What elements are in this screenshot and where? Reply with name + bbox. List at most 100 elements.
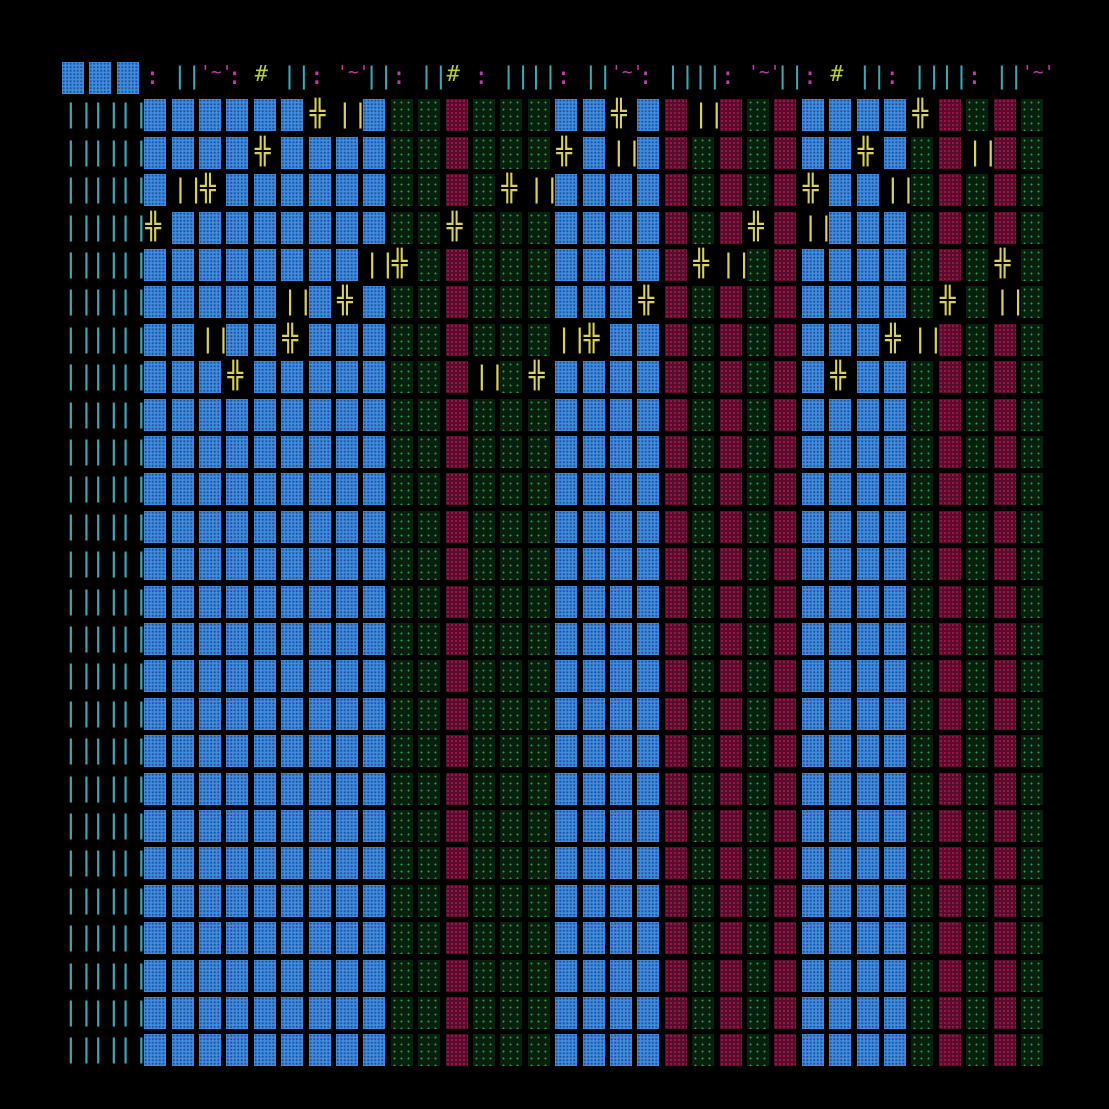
green-block — [527, 136, 550, 169]
blue-block — [336, 548, 358, 581]
blue-block — [363, 1034, 386, 1067]
blue-block — [582, 99, 605, 132]
blue-block — [363, 623, 386, 655]
bar-glyph: || — [611, 136, 643, 167]
blue-block — [610, 323, 632, 356]
blue-block — [253, 623, 276, 655]
green-block — [966, 735, 989, 768]
maroon-block — [938, 174, 961, 207]
green-block — [747, 174, 769, 207]
rail-glyph: || — [117, 436, 150, 466]
maroon-block — [719, 623, 742, 655]
blue-block — [226, 1034, 249, 1067]
blue-block — [171, 623, 194, 655]
maroon-block — [938, 510, 961, 543]
blue-block — [226, 510, 249, 543]
maroon-block — [664, 697, 687, 730]
blue-block — [171, 847, 194, 880]
maroon-block — [938, 772, 961, 805]
blue-block — [884, 697, 906, 730]
maroon-block — [664, 398, 687, 431]
blue-block — [582, 884, 605, 917]
green-block — [747, 884, 769, 917]
blue-block — [116, 62, 139, 94]
blue-block — [253, 211, 276, 244]
cross-glyph: ╬ — [885, 323, 901, 354]
rail-glyph: || — [63, 847, 95, 878]
blue-block — [582, 772, 605, 805]
blue-block — [829, 211, 852, 244]
blue-block — [253, 660, 276, 693]
blue-block — [336, 847, 358, 880]
green-block — [418, 772, 441, 805]
green-block — [500, 398, 523, 431]
maroon-block — [664, 473, 687, 506]
maroon-block — [774, 99, 797, 132]
blue-block — [884, 772, 906, 805]
blue-block — [281, 735, 304, 768]
green-block — [692, 361, 715, 394]
green-block — [418, 436, 441, 468]
rail-glyph: || — [528, 62, 558, 90]
rail-glyph: || — [63, 922, 95, 953]
blue-block — [363, 847, 386, 880]
tilde-face-glyph: '~' — [200, 62, 233, 83]
blue-block — [226, 323, 249, 356]
maroon-block — [774, 772, 797, 805]
blue-block — [829, 99, 852, 132]
maroon-block — [719, 847, 742, 880]
blue-block — [637, 361, 660, 394]
blue-block — [199, 473, 221, 506]
green-block — [473, 136, 495, 169]
maroon-block — [993, 99, 1016, 132]
blue-block — [856, 922, 879, 955]
blue-block — [199, 286, 221, 319]
blue-block — [144, 1034, 167, 1067]
rail-glyph: || — [63, 997, 95, 1027]
maroon-block — [445, 585, 468, 618]
blue-block — [144, 473, 167, 506]
blue-block — [281, 959, 304, 992]
rail-glyph: || — [117, 735, 150, 766]
green-block — [911, 548, 934, 581]
blue-block — [555, 884, 578, 917]
blue-block — [610, 174, 632, 207]
blue-block — [363, 361, 386, 394]
blue-block — [801, 361, 824, 394]
maroon-block — [719, 660, 742, 693]
blue-block — [801, 1034, 824, 1067]
maroon-block — [445, 959, 468, 992]
dots-glyph: : — [391, 62, 407, 90]
blue-block — [281, 510, 304, 543]
maroon-block — [664, 286, 687, 319]
green-block — [473, 660, 495, 693]
blue-block — [801, 473, 824, 506]
blue-block — [308, 772, 331, 805]
blue-block — [171, 286, 194, 319]
maroon-block — [774, 623, 797, 655]
blue-block — [308, 623, 331, 655]
blue-block — [199, 99, 221, 132]
rail-glyph: || — [90, 810, 122, 840]
blue-block — [801, 772, 824, 805]
maroon-block — [445, 623, 468, 655]
blue-block — [884, 1034, 906, 1067]
blue-block — [582, 585, 605, 618]
maroon-block — [938, 735, 961, 768]
rail-glyph: || — [117, 99, 150, 130]
blue-block — [226, 174, 249, 207]
blue-block — [336, 510, 358, 543]
maroon-block — [774, 398, 797, 431]
green-block — [966, 510, 989, 543]
blue-block — [144, 772, 167, 805]
maroon-block — [664, 660, 687, 693]
blue-block — [171, 1034, 194, 1067]
blue-block — [171, 997, 194, 1029]
blue-block — [171, 398, 194, 431]
rail-glyph: || — [117, 697, 150, 728]
green-block — [500, 772, 523, 805]
blue-block — [281, 922, 304, 955]
green-block — [692, 136, 715, 169]
blue-block — [801, 623, 824, 655]
blue-block — [829, 473, 852, 506]
